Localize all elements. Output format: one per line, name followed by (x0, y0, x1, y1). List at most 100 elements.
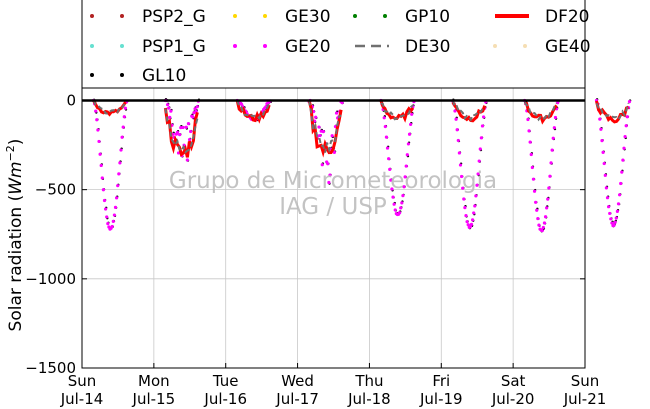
data-point (606, 205, 611, 209)
data-point (186, 121, 191, 126)
data-point (529, 152, 533, 157)
x-tick-date: Jul-14 (60, 390, 104, 408)
series-de30-day-4 (308, 100, 342, 154)
data-point (317, 125, 321, 129)
data-point (469, 222, 474, 226)
data-point (476, 172, 480, 176)
data-point (547, 186, 551, 190)
legend-marker (233, 14, 237, 18)
data-point (392, 202, 396, 206)
data-point (546, 197, 550, 201)
data-point (340, 101, 344, 105)
data-point (94, 109, 98, 113)
data-point (385, 146, 390, 150)
data-point (399, 206, 403, 210)
data-point (552, 126, 556, 130)
watermark: Grupo de Micrometeorologia IAG / USP (169, 168, 497, 220)
legend-item-df20: DF20 (495, 7, 590, 27)
y-tick-label: 0 (66, 91, 76, 109)
legend-marker (523, 44, 527, 48)
data-point (405, 153, 409, 157)
series-de30-day-7 (523, 101, 558, 122)
series-de30-day-8 (595, 102, 630, 121)
data-point (102, 198, 107, 203)
data-point (617, 193, 622, 197)
data-point (410, 112, 414, 116)
legend-marker (263, 44, 267, 48)
data-point (601, 150, 605, 155)
data-point (462, 197, 466, 201)
data-point (528, 140, 532, 144)
data-point (551, 136, 555, 140)
data-point (622, 146, 626, 150)
data-point (541, 225, 545, 230)
data-point (599, 127, 603, 131)
data-point (453, 109, 457, 113)
data-point (473, 204, 477, 208)
data-point (105, 215, 109, 219)
data-point (615, 209, 619, 214)
data-point (334, 111, 339, 115)
data-point (619, 181, 623, 186)
data-point (100, 176, 104, 180)
data-point (454, 117, 458, 121)
data-point (168, 115, 172, 119)
legend-marker (120, 73, 124, 77)
x-tick-day: Fri (432, 372, 450, 390)
x-tick-date: Jul-20 (491, 390, 535, 408)
data-point (314, 115, 318, 119)
data-point (404, 164, 408, 168)
y-axis-label: Solar radiation (Wm−2) (4, 139, 26, 332)
legend-item-psp2_g: PSP2_G (90, 7, 206, 27)
data-point (461, 186, 465, 190)
series-de30-day-3 (236, 100, 271, 121)
data-point (121, 125, 125, 129)
data-point (612, 223, 616, 227)
data-point (479, 136, 483, 140)
data-point (113, 205, 118, 209)
data-point (481, 115, 486, 119)
data-point (95, 118, 99, 122)
data-point (118, 161, 122, 165)
data-point (480, 124, 485, 128)
data-point (321, 130, 325, 134)
data-point (111, 219, 115, 223)
data-point (178, 133, 182, 137)
data-point (327, 180, 331, 185)
data-point (401, 194, 405, 198)
data-point (527, 129, 531, 133)
series-df20-day-1 (92, 99, 127, 117)
data-point (543, 215, 548, 219)
x-tick-day: Sun (571, 372, 600, 390)
data-point (603, 173, 607, 177)
data-point (621, 158, 625, 162)
legend-label: GL10 (142, 66, 186, 86)
x-tick-day: Tue (212, 372, 239, 390)
data-point (383, 125, 387, 129)
watermark-line-2: IAG / USP (279, 194, 387, 220)
legend-marker (233, 44, 237, 48)
x-tick-date: Jul-17 (275, 390, 319, 408)
legend-marker (120, 44, 124, 48)
data-point (532, 189, 537, 193)
data-point (112, 213, 116, 217)
data-point (320, 163, 324, 167)
legend: PSP2_G GE30 GP10 DF20 PSP1_G GE20 DE30 GE40 GL10 (81, 0, 591, 89)
legend-item-gp10: GP10 (353, 7, 450, 27)
watermark-line-1: Grupo de Micrometeorologia (169, 168, 497, 194)
data-point (110, 224, 114, 229)
data-point (328, 173, 332, 177)
legend-label: PSP1_G (142, 37, 206, 57)
data-point (470, 218, 475, 222)
data-point (542, 221, 547, 225)
legend-label: PSP2_G (142, 7, 206, 27)
data-point (114, 196, 119, 200)
plot-area (82, 88, 632, 368)
data-point (175, 130, 180, 134)
data-point (184, 125, 188, 129)
data-point (96, 128, 100, 132)
data-point (608, 211, 612, 216)
data-point (409, 122, 413, 127)
data-point (463, 205, 467, 210)
